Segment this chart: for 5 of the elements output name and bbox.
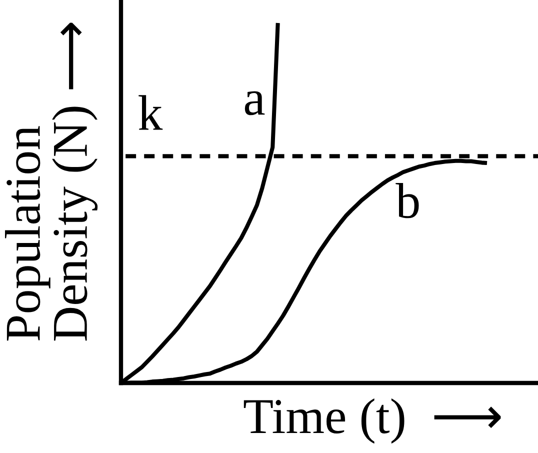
ref-line-label: k	[138, 95, 163, 130]
y-axis-title: Population Density (N) ⟶	[5, 22, 98, 341]
series-label: a	[244, 91, 265, 116]
x-axis-title: Time (t) ⟶	[244, 398, 501, 444]
series-label: b	[396, 182, 419, 218]
